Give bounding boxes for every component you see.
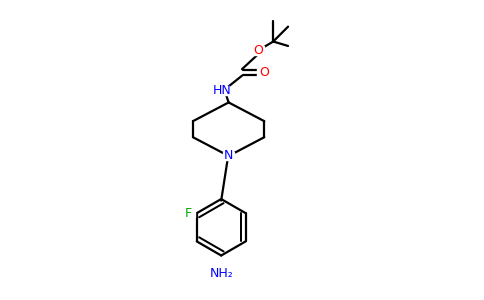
Text: HN: HN bbox=[212, 84, 231, 97]
Bar bbox=[224, 152, 234, 160]
Text: N: N bbox=[224, 149, 233, 162]
Text: O: O bbox=[254, 44, 263, 57]
Text: O: O bbox=[259, 66, 270, 79]
Bar bbox=[257, 68, 269, 77]
Bar bbox=[252, 46, 264, 55]
Bar bbox=[184, 209, 195, 217]
Text: F: F bbox=[184, 207, 191, 220]
Text: NH₂: NH₂ bbox=[209, 267, 233, 280]
Bar bbox=[213, 86, 229, 95]
